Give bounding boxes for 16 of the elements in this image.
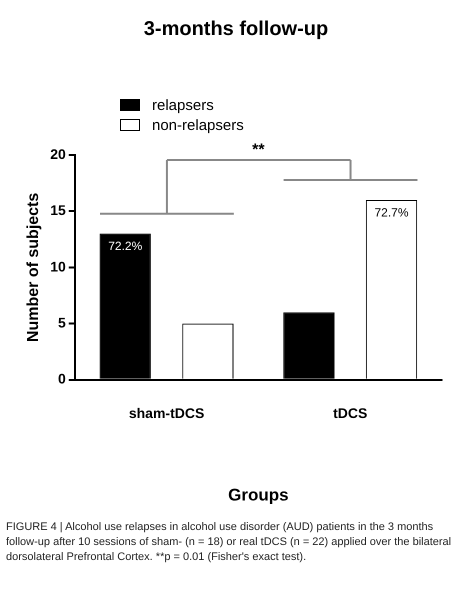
x-axis-title: Groups (228, 485, 289, 504)
y-tick-label: 15 (50, 202, 66, 218)
y-tick-label: 5 (58, 314, 66, 330)
x-tick-label: sham-tDCS (128, 405, 204, 422)
caption: FIGURE 4 | Alcohol use relapses in alcohol use disorder (AUD) patients in the 3 months follow-up after 10 sessions of sham- (n = 18) or real tDCS (n = 22) applied over the bilateral dorsolateral Prefrontal Cortex. **p = 0.01 (Fisher's exact test). (5, 520, 452, 565)
legend-label: relapsers (152, 96, 214, 114)
y-axis-title: Number of subjects (25, 192, 42, 342)
annotation: 72.7% (374, 205, 409, 220)
chart-title: 3-months follow-up (142, 18, 330, 41)
y-tick-label: 20 (50, 146, 66, 162)
annotation: ** (252, 141, 266, 158)
x-tick-label: tDCS (333, 405, 368, 422)
legend-label: non-relapsers (152, 116, 244, 134)
y-tick-label: 10 (50, 258, 66, 274)
annotation: 72.2% (108, 238, 143, 253)
y-tick-label: 0 (58, 370, 66, 387)
